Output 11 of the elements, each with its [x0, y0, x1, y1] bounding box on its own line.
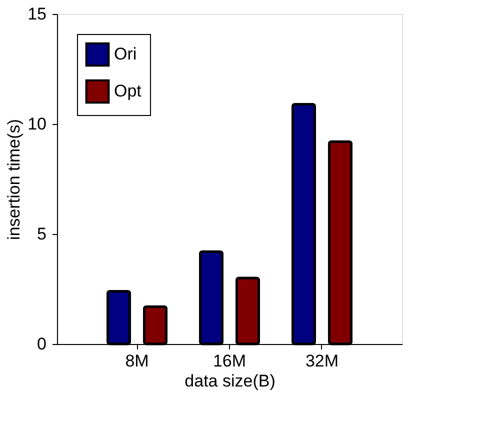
y-tick-label: 10 — [28, 114, 46, 134]
y-tick-label: 0 — [37, 334, 46, 354]
y-tick-label: 15 — [28, 4, 46, 24]
x-tick-label: 16M — [212, 352, 246, 370]
x-axis-title: data size(B) — [184, 372, 276, 390]
x-tick-label: 8M — [125, 352, 149, 370]
legend-label: Opt — [114, 82, 142, 100]
x-tick-label: 32M — [305, 352, 339, 370]
y-tick-label: 5 — [37, 224, 46, 244]
legend-label: Ori — [114, 44, 137, 64]
y-axis-title: insertion time(s) — [4, 119, 24, 240]
